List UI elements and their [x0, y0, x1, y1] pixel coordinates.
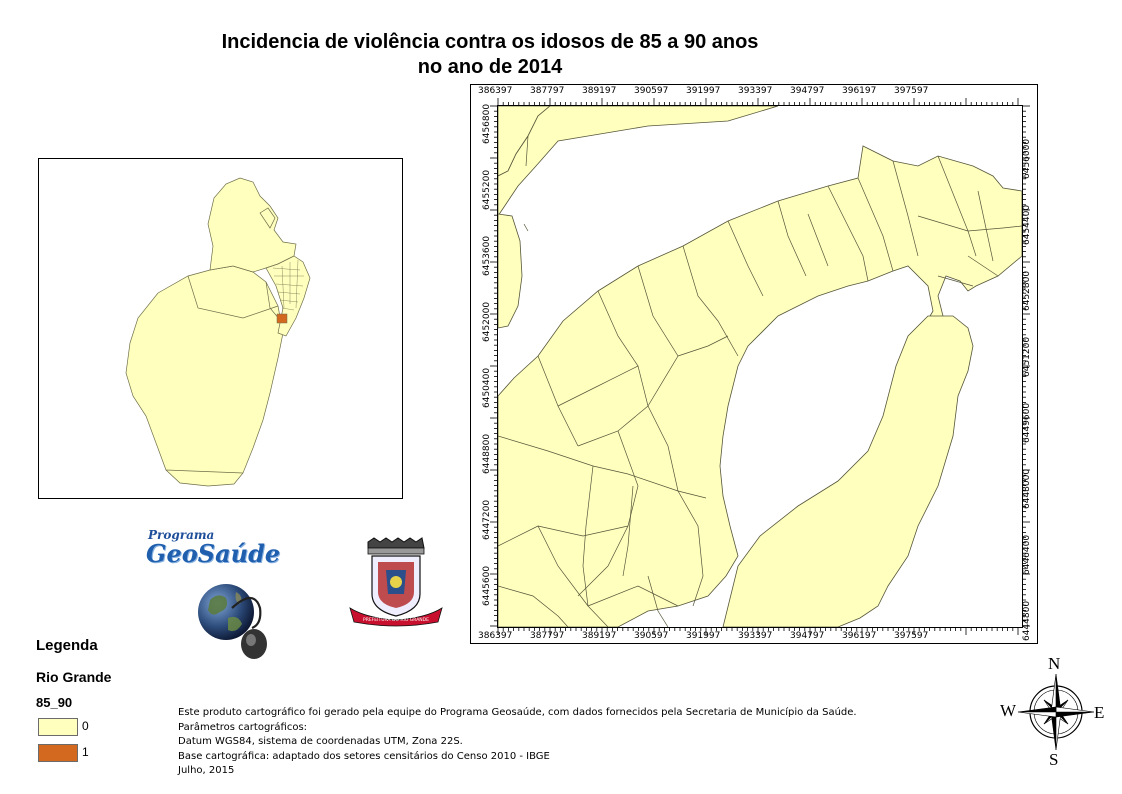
- x-bottom-tick-label: 397597: [894, 631, 929, 641]
- y-right-tick-label: 6456000: [1022, 138, 1032, 179]
- legend-swatch-0: [38, 718, 78, 736]
- map-title-line1: Incidencia de violência contra os idosos…: [221, 31, 759, 53]
- compass-star-icon: [1017, 673, 1095, 751]
- credits-line-3: Datum WGS84, sistema de coordenadas UTM,…: [178, 736, 463, 747]
- compass-north-label: N: [1048, 654, 1061, 673]
- municipal-crest-logo: PREFEITURA DO RIO GRANDE: [349, 537, 443, 627]
- x-top-tick-label: 394797: [790, 86, 825, 96]
- y-left-tick-label: 6447200: [482, 499, 492, 540]
- x-bottom-tick-label: 387797: [530, 631, 565, 641]
- x-top-tick-label: 396197: [842, 86, 877, 96]
- x-bottom-tick-label: 391997: [686, 631, 721, 641]
- map-title: Incidencia de violência contra os idosos…: [150, 30, 830, 80]
- credits-line-5: Julho, 2015: [178, 765, 235, 776]
- y-right-tick-label: 6452800: [1022, 270, 1032, 311]
- y-right-tick-label: 6444800: [1022, 600, 1032, 641]
- compass-south-label: S: [1049, 750, 1059, 769]
- map-canvas: [498, 106, 1022, 627]
- credits-line-1: Este produto cartográfico foi gerado pel…: [178, 707, 857, 718]
- y-right-tick-label: 6451200: [1022, 336, 1032, 377]
- x-bottom-tick-label: 389197: [582, 631, 617, 641]
- credits-line-2: Parâmetros cartográficos:: [178, 721, 308, 733]
- main-map: [470, 84, 1038, 644]
- geosaude-logo-small: Programa: [148, 528, 215, 542]
- x-bottom-tick-label: 390597: [634, 631, 669, 641]
- y-right-tick-label: 6446400: [1022, 534, 1032, 575]
- x-top-tick-label: 397597: [894, 86, 929, 96]
- y-left-tick-label: 6455200: [482, 169, 492, 210]
- y-left-tick-label: 6445600: [482, 565, 492, 606]
- legend-label-0: 0: [82, 719, 89, 733]
- legend-layer-name: Rio Grande: [36, 669, 112, 685]
- credits-line-4: Base cartográfica: adaptado dos setores …: [178, 750, 550, 762]
- x-bottom-tick-label: 394797: [790, 631, 825, 641]
- y-left-tick-label: 6450400: [482, 367, 492, 408]
- crest-ribbon-text: PREFEITURA DO RIO GRANDE: [363, 617, 429, 623]
- x-top-tick-label: 393397: [738, 86, 773, 96]
- x-bottom-tick-label: 393397: [738, 631, 773, 641]
- overview-highlight-sector: [276, 313, 288, 324]
- x-top-tick-label: 386397: [478, 86, 513, 96]
- x-top-tick-label: 391997: [686, 86, 721, 96]
- y-right-tick-label: 6448000: [1022, 468, 1032, 509]
- geosaude-logo-big: GeoSaúde: [146, 539, 281, 568]
- y-left-tick-label: 6452000: [482, 301, 492, 342]
- globe-mouse-icon: [198, 584, 267, 659]
- x-bottom-tick-label: 396197: [842, 631, 877, 641]
- y-right-tick-label: 6454400: [1022, 204, 1032, 245]
- legend-swatch-1: [38, 744, 78, 762]
- x-top-tick-label: 390597: [634, 86, 669, 96]
- x-bottom-tick-label: 386397: [478, 631, 513, 641]
- overview-map: [38, 158, 403, 499]
- legend-label-1: 1: [82, 745, 89, 759]
- y-left-tick-label: 6448800: [482, 433, 492, 474]
- legend-field-name: 85_90: [36, 695, 73, 710]
- legend-title: Legenda: [36, 637, 98, 654]
- y-left-tick-label: 6456800: [482, 103, 492, 144]
- x-top-tick-label: 387797: [530, 86, 565, 96]
- compass-west-label: W: [1000, 701, 1017, 720]
- x-top-tick-label: 389197: [582, 86, 617, 96]
- y-right-tick-label: 6449600: [1022, 402, 1032, 443]
- map-credits: Este produto cartográfico foi gerado pel…: [178, 706, 857, 779]
- compass-east-label: E: [1094, 703, 1105, 722]
- y-left-tick-label: 6453600: [482, 235, 492, 276]
- map-title-line2: no ano de 2014: [417, 56, 563, 78]
